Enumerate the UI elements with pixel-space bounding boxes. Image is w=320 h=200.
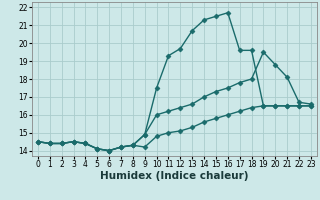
X-axis label: Humidex (Indice chaleur): Humidex (Indice chaleur) <box>100 171 249 181</box>
